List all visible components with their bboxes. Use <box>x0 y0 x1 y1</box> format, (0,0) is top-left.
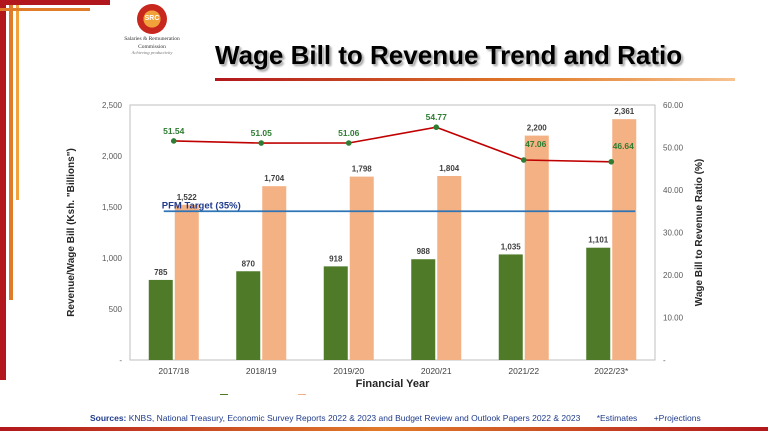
legend-label: Wage bill to Revenue Ratio <box>394 393 497 395</box>
x-tick-label: 2017/18 <box>158 366 189 376</box>
estimates-note: *Estimates <box>596 413 638 423</box>
y-tick-label: 500 <box>109 305 123 314</box>
sources-text: KNBS, National Treasury, Economic Survey… <box>128 413 581 423</box>
wage-bill-label: 918 <box>329 254 343 263</box>
wage-bill-label: 1,035 <box>501 242 522 251</box>
org-name-1: Salaries & Remuneration <box>124 36 180 42</box>
wage-bill-bar <box>411 259 436 360</box>
decorative-stripes <box>0 0 110 431</box>
wage-bill-label: 785 <box>154 268 168 277</box>
wage-bill-label: 1,101 <box>588 236 609 245</box>
wage-bill-bar <box>236 271 261 360</box>
legend-label: Revenue <box>314 393 348 395</box>
wage-bill-bar <box>148 279 173 360</box>
legend-label: PFM Target (35%) <box>522 393 591 395</box>
ratio-point <box>170 138 177 144</box>
ratio-label: 51.05 <box>251 128 273 138</box>
ratio-point <box>520 157 527 163</box>
ratio-label: 54.77 <box>426 112 448 122</box>
y2-axis-title: Wage Bill to Revenue Ratio (%) <box>694 159 705 306</box>
ratio-label: 51.54 <box>163 126 185 136</box>
revenue-label: 1,704 <box>264 174 285 183</box>
logo: SRC Salaries & Remuneration Commission A… <box>110 4 194 70</box>
x-tick-label: 2018/19 <box>246 366 277 376</box>
revenue-bar <box>262 186 287 360</box>
y-tick-label: 2,500 <box>102 101 123 110</box>
header-divider <box>215 78 735 81</box>
y2-tick-label: 10.00 <box>663 314 684 323</box>
revenue-bar <box>349 176 374 360</box>
y-tick-label: 1,500 <box>102 203 123 212</box>
revenue-label: 1,804 <box>439 164 460 173</box>
ratio-point <box>608 158 615 165</box>
y-tick-label: 2,000 <box>102 152 123 161</box>
page-title: Wage Bill to Revenue Trend and Ratio <box>215 40 683 70</box>
x-tick-label: 2019/20 <box>333 366 364 376</box>
revenue-bar <box>524 135 549 360</box>
y-tick-label: - <box>119 356 122 365</box>
org-motto: Achieving productivity <box>131 50 173 55</box>
x-axis-title: Financial Year <box>356 378 431 390</box>
y2-tick-label: 40.00 <box>663 186 684 195</box>
revenue-label: 1,798 <box>352 165 373 174</box>
revenue-bar <box>437 175 462 360</box>
y2-tick-label: 60.00 <box>663 101 684 110</box>
projections-note: +Projections <box>653 413 701 423</box>
wage-bill-bar <box>586 247 611 360</box>
revenue-label: 2,200 <box>527 124 548 133</box>
ratio-label: 51.06 <box>338 128 360 138</box>
chart-svg: - 500 1,000 1,500 2,000 2,500 - 10.00 20.00 30.00… <box>66 101 705 395</box>
pfm-target-annotation: PFM Target (35%) <box>162 200 241 211</box>
org-name-2: Commission <box>138 44 166 50</box>
logo-emblem: SRC <box>137 4 167 34</box>
legend-label: Wage bill <box>236 393 271 395</box>
plot-area <box>129 104 656 361</box>
revenue-label: 2,361 <box>614 107 635 116</box>
revenue-bar <box>612 119 637 360</box>
legend-swatch <box>298 394 306 395</box>
ratio-point <box>258 140 265 146</box>
legend-swatch <box>220 394 228 395</box>
sources-footnote: Sources: KNBS, National Treasury, Econom… <box>90 413 701 423</box>
ratio-label: 47.06 <box>525 139 547 149</box>
y-axis-title: Revenue/Wage Bill (Ksh. "Billions") <box>66 148 77 317</box>
sources-label: Sources: <box>90 413 127 423</box>
y2-tick-label: 20.00 <box>663 271 684 280</box>
footer-bar <box>0 427 768 431</box>
x-tick-label: 2020/21 <box>421 366 452 376</box>
wage-bill-bar <box>323 266 348 360</box>
wage-bill-label: 988 <box>417 247 431 256</box>
ratio-line <box>173 126 612 163</box>
revenue-label: 1,522 <box>177 193 198 202</box>
y-tick-label: 1,000 <box>102 254 123 263</box>
x-tick-label: 2022/23* <box>594 366 629 376</box>
y2-tick-label: 30.00 <box>663 229 684 238</box>
x-tick-label: 2021/22 <box>508 366 539 376</box>
ratio-point <box>345 140 352 146</box>
y2-tick-label: 50.00 <box>663 144 684 153</box>
chart: - 500 1,000 1,500 2,000 2,500 - 10.00 20.00 30.00… <box>50 95 740 395</box>
revenue-bar <box>174 204 199 360</box>
ratio-label: 46.64 <box>613 141 635 151</box>
ratio-point <box>433 124 440 131</box>
wage-bill-bar <box>498 254 523 360</box>
wage-bill-label: 870 <box>242 259 256 268</box>
y2-tick-label: - <box>663 356 666 365</box>
